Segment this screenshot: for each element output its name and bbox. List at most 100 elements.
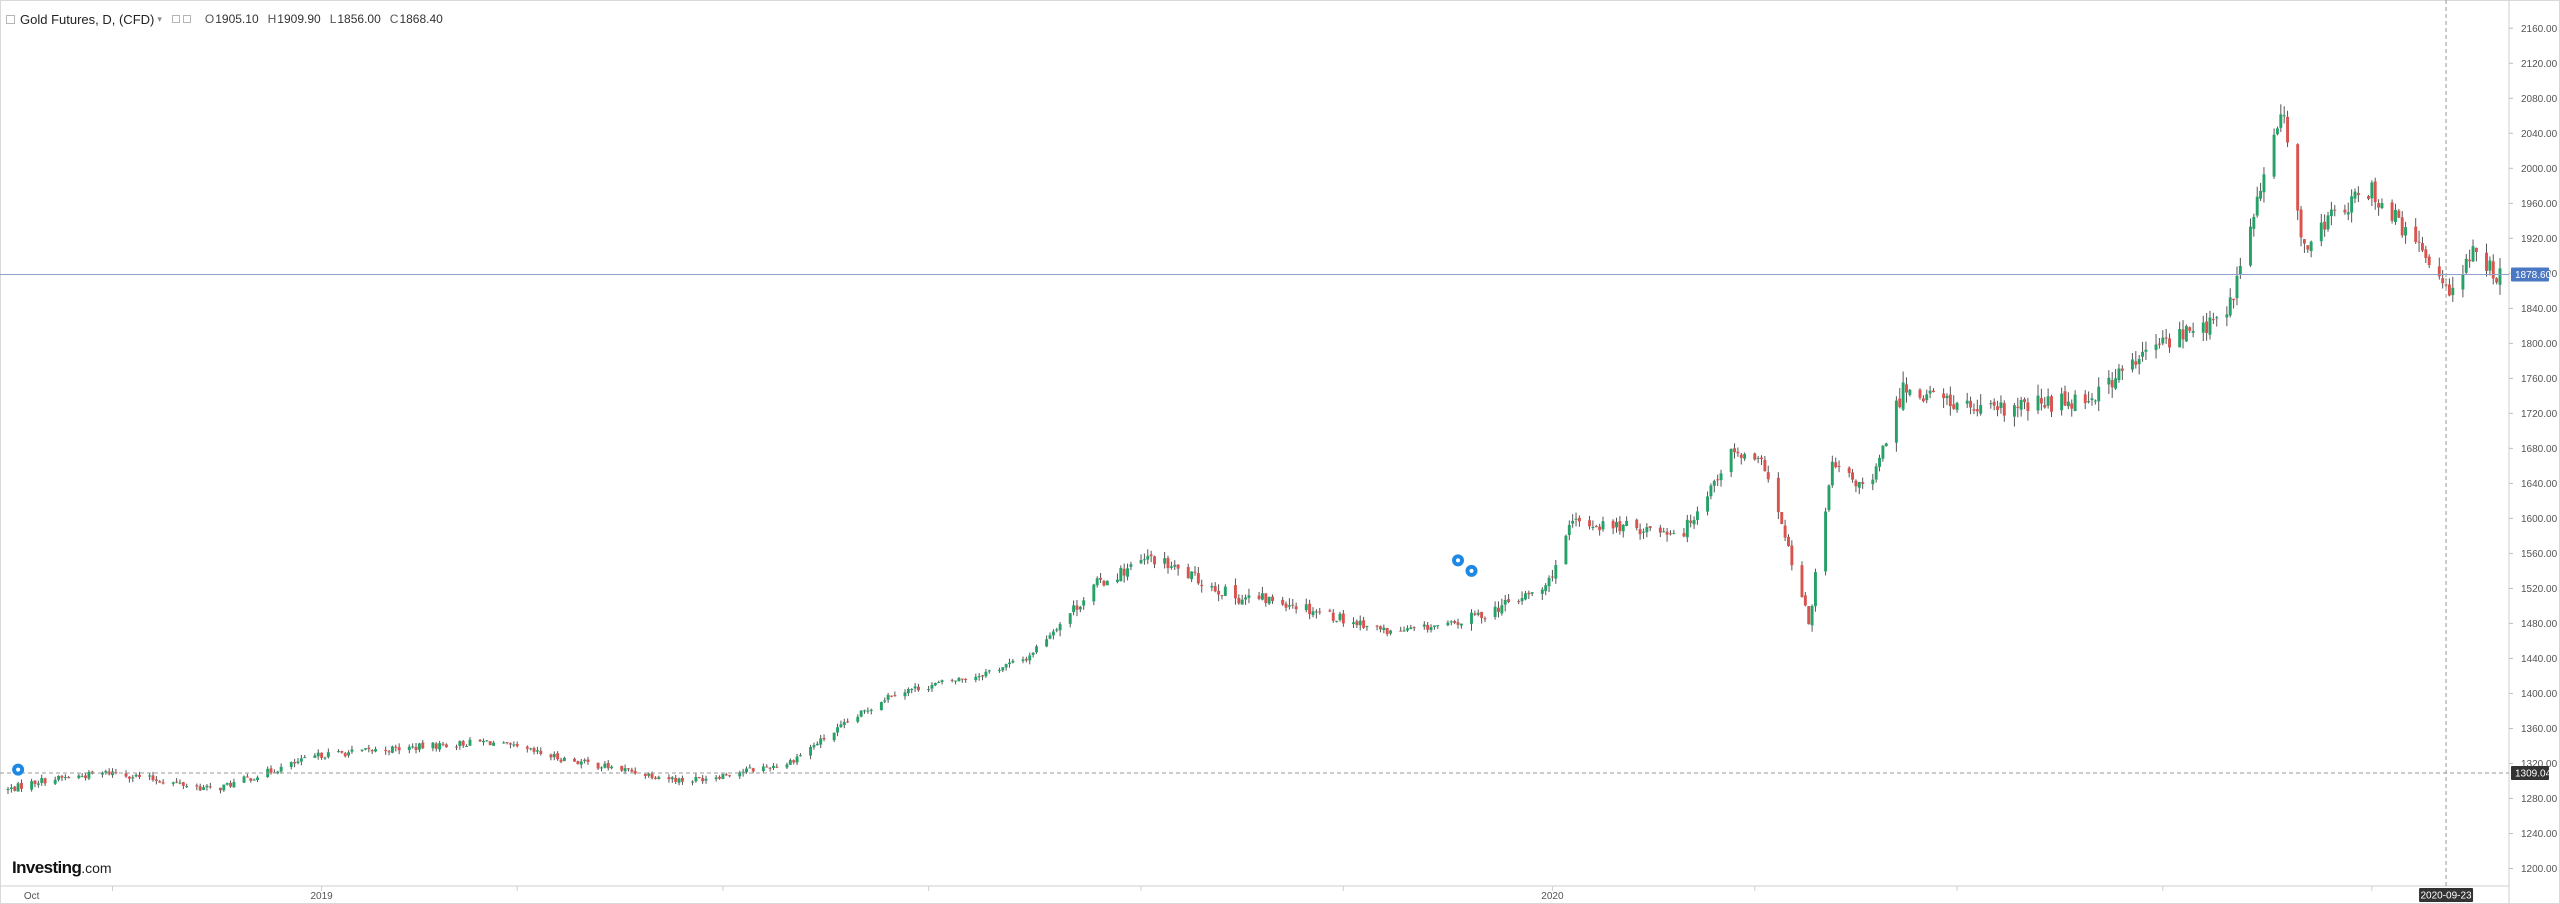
candle-body [360, 749, 364, 751]
candle-body [680, 777, 684, 782]
collapse-icon[interactable] [6, 14, 15, 24]
candle-body [397, 747, 401, 751]
candle-body [13, 786, 17, 791]
candle-body [670, 777, 674, 780]
chevron-down-icon[interactable]: ▾ [157, 13, 162, 24]
close-icon[interactable] [182, 15, 191, 23]
candle-body [1743, 454, 1747, 459]
candle-body [2259, 190, 2263, 199]
candle-body [809, 747, 813, 756]
candle-body [2400, 217, 2404, 236]
candle-body [313, 755, 317, 758]
candle-body [1591, 526, 1595, 528]
candle-body [1999, 402, 2003, 409]
candle-body [1166, 558, 1170, 569]
candle-body [627, 768, 630, 770]
candle-body [1308, 603, 1312, 615]
candle-body [127, 776, 131, 779]
candle-body [1257, 595, 1261, 599]
candle-body [903, 692, 907, 697]
y-tick-label: 1560.00 [2521, 549, 2558, 560]
candle-body [421, 742, 425, 749]
candle-body [1449, 621, 1453, 623]
candle-body [2016, 406, 2020, 408]
candle-body [1260, 593, 1264, 600]
open-value: 1905.10 [215, 12, 259, 26]
candle-body [390, 746, 394, 753]
y-tick-label: 1600.00 [2521, 514, 2558, 525]
candle-body [1335, 620, 1339, 622]
candle-body [738, 772, 742, 777]
candle-body [606, 762, 610, 769]
candle-body [417, 743, 421, 750]
candle-body [1928, 390, 1932, 394]
candle-body [2488, 260, 2492, 271]
candle-body [370, 750, 374, 752]
candle-body [890, 695, 893, 697]
candle-body [1497, 607, 1500, 612]
candle-body [438, 743, 442, 750]
candle-body [2184, 326, 2188, 342]
candle-body [269, 768, 273, 773]
candle-body [839, 724, 843, 728]
symbol-title[interactable]: Gold Futures, D, (CFD) [20, 11, 155, 27]
candle-body [2137, 359, 2141, 365]
candle-body [1102, 580, 1106, 586]
candle-body [2286, 116, 2290, 143]
candle-body [1567, 524, 1571, 536]
candle-body [2070, 403, 2074, 409]
candle-body [728, 775, 732, 777]
candle-body [863, 710, 866, 712]
candle-body [869, 709, 873, 711]
candle-body [53, 779, 57, 784]
candle-body [2181, 329, 2185, 340]
candle-body [1247, 595, 1251, 598]
settings-icon[interactable] [171, 15, 180, 23]
candle-body [148, 775, 152, 777]
candle-body [1621, 524, 1625, 532]
candle-body [1908, 389, 1912, 395]
candle-body [2333, 209, 2337, 211]
candle-body [100, 772, 104, 775]
candle-body [245, 776, 249, 778]
candle-body [2249, 226, 2252, 266]
candle-body [1409, 627, 1413, 630]
candle-body [1210, 586, 1214, 588]
candle-body [1658, 527, 1662, 533]
candle-body [1824, 511, 1828, 572]
candle-body [1193, 571, 1197, 573]
candle-body [2205, 321, 2209, 334]
candle-body [1665, 531, 1669, 535]
candle-body [1520, 598, 1524, 602]
candle-body [1625, 520, 1629, 526]
x-tick-label: 2020 [1541, 891, 1564, 902]
candle-body [1577, 517, 1581, 522]
y-tick-label: 1720.00 [2521, 409, 2558, 420]
candle-body [2164, 337, 2168, 339]
candle-body [1169, 566, 1173, 568]
last-price-badge [2511, 267, 2549, 282]
candle-body [2097, 386, 2101, 402]
candle-body [1213, 586, 1217, 592]
y-tick-label: 1400.00 [2521, 689, 2558, 700]
candle-body [1055, 629, 1059, 631]
candle-body [1122, 568, 1126, 576]
candle-body [77, 775, 81, 779]
candle-body [842, 721, 846, 726]
candle-body [2279, 114, 2283, 128]
candle-body [1615, 521, 1618, 528]
y-tick-label: 1760.00 [2521, 374, 2558, 385]
candle-body [1385, 628, 1389, 635]
candle-body [323, 757, 327, 759]
candle-body [2083, 394, 2087, 404]
candle-body [326, 752, 330, 758]
candle-body [2370, 182, 2374, 199]
candle-body [1527, 592, 1531, 595]
low-label: L [329, 12, 337, 26]
candle-body [1766, 472, 1770, 480]
candle-body [488, 741, 492, 746]
candle-body [181, 782, 185, 786]
y-tick-label: 1280.00 [2521, 794, 2558, 805]
candle-body [1921, 398, 1925, 402]
